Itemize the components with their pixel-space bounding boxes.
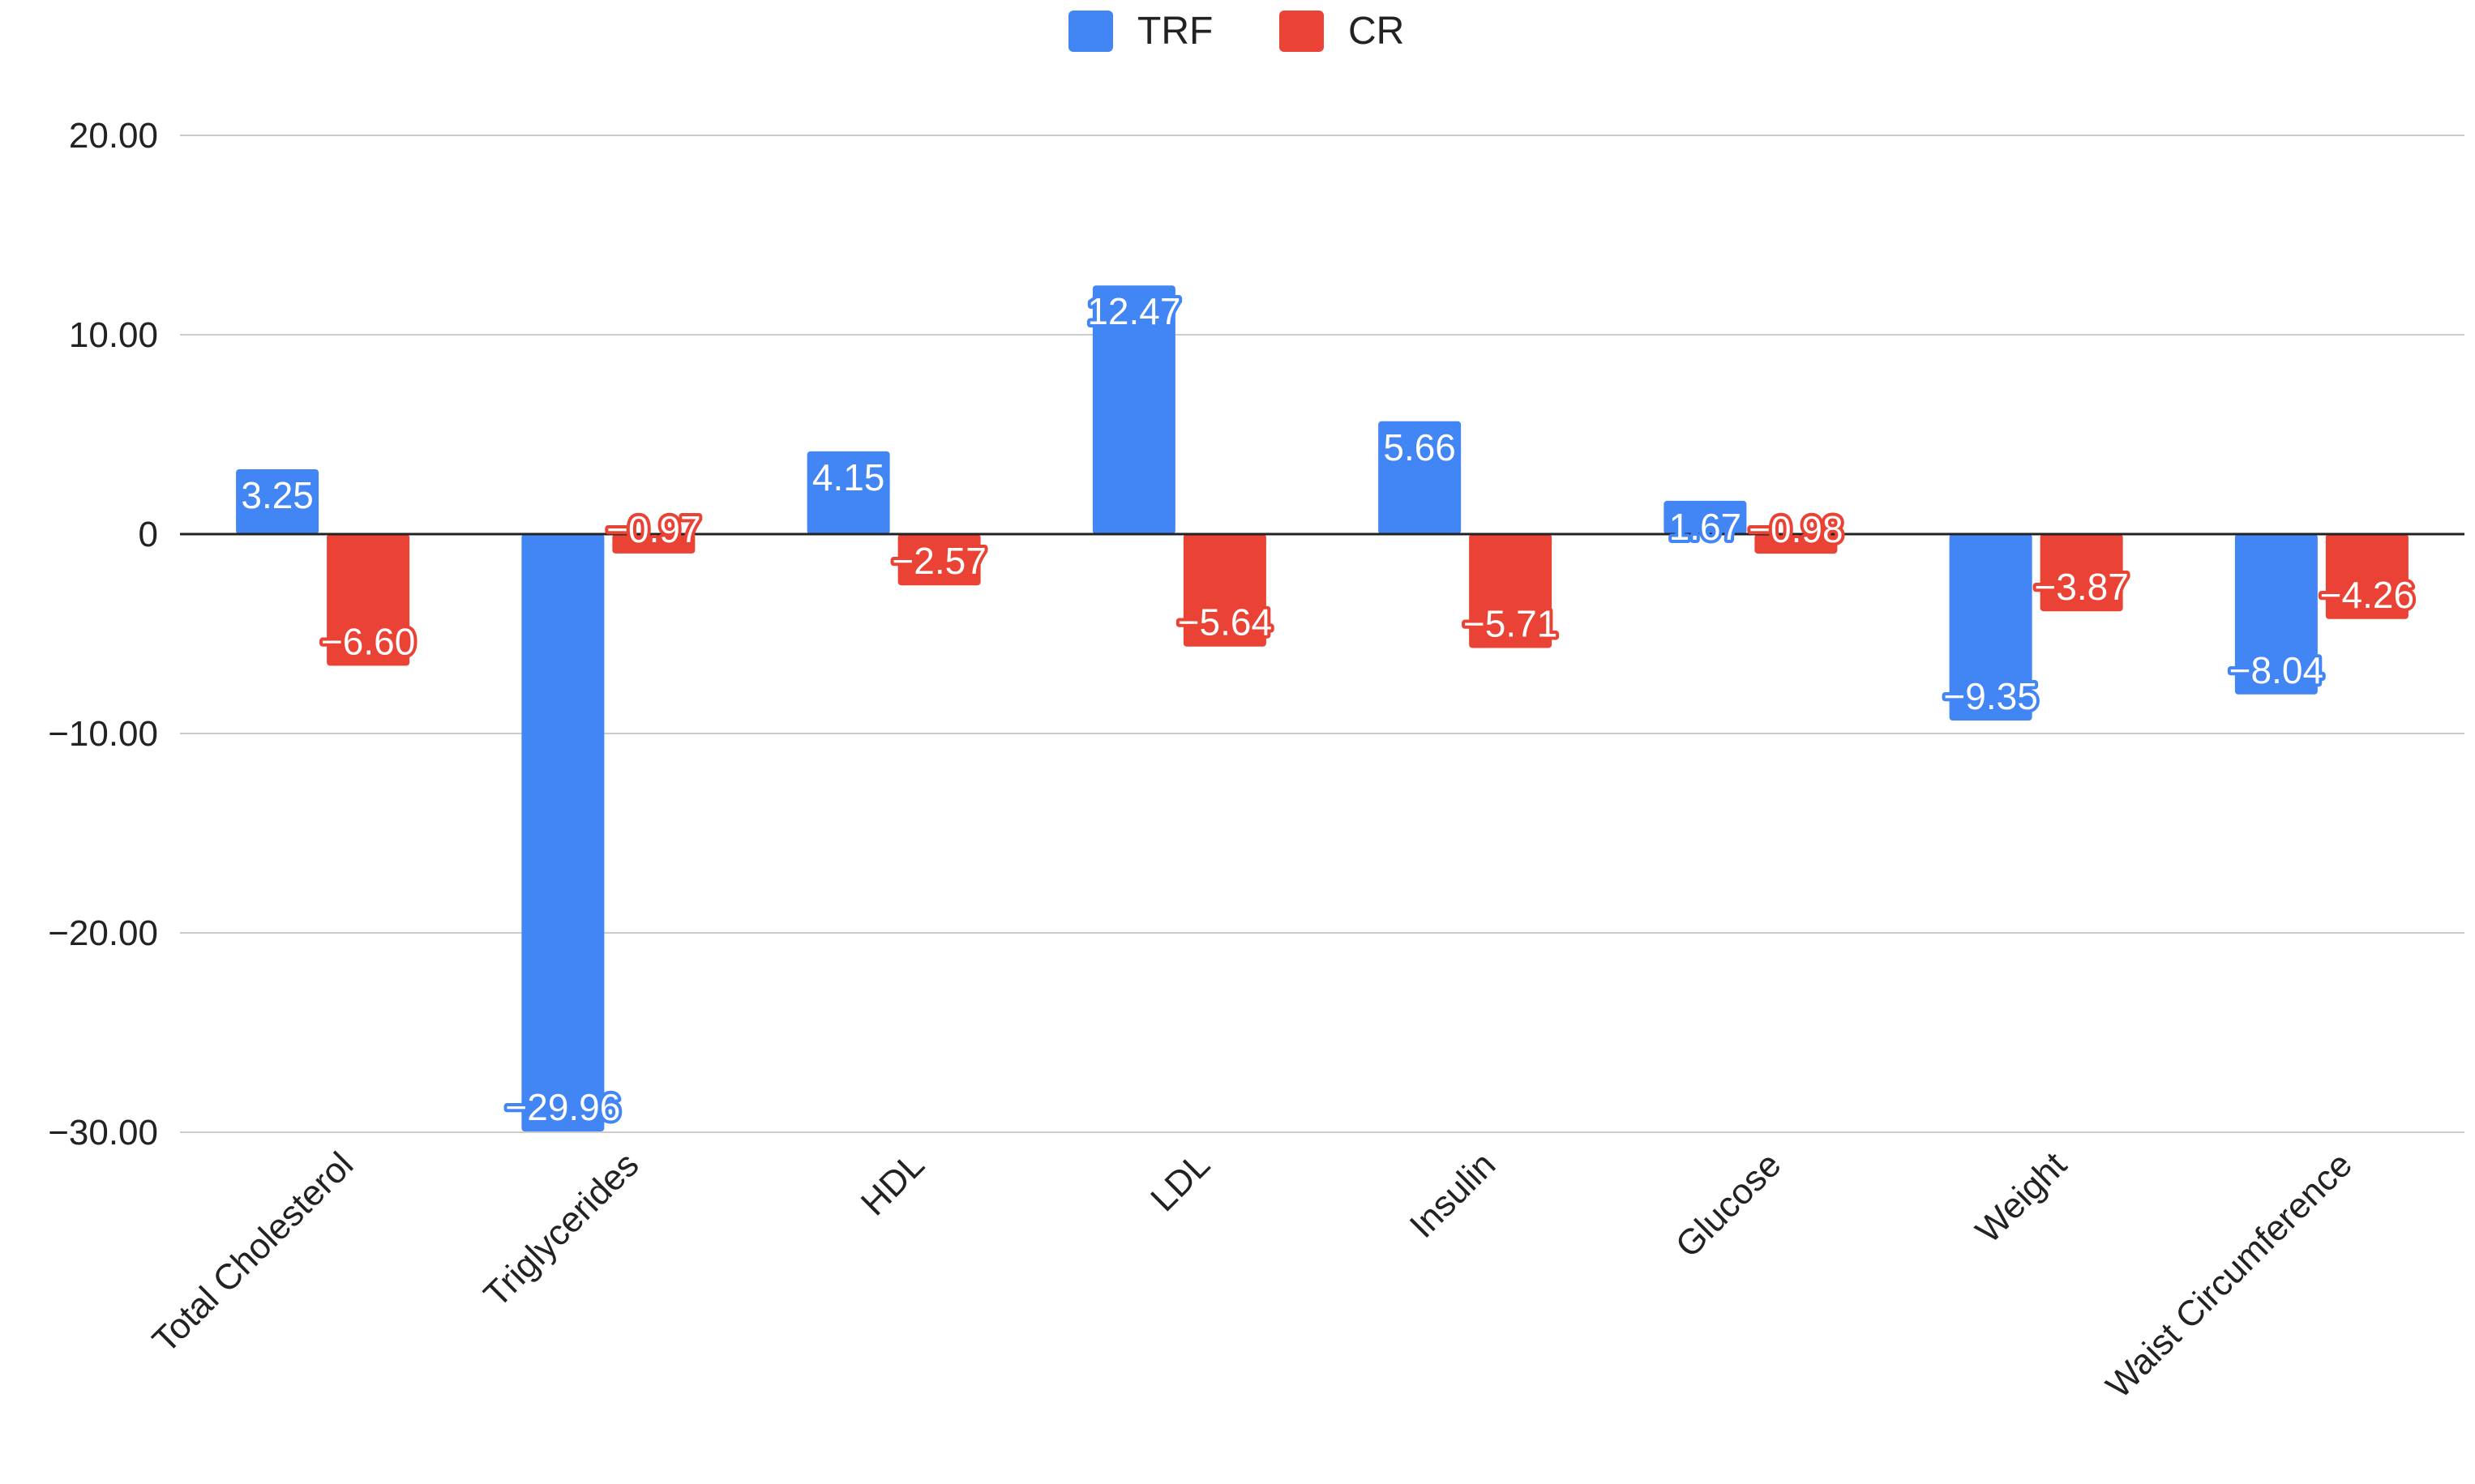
data-label-trf: 3.25 xyxy=(241,474,314,516)
x-tick-label: Waist Circumference xyxy=(2099,1144,2360,1405)
legend-label-cr: CR xyxy=(1348,10,1404,53)
data-label-cr: −3.87 xyxy=(2034,566,2128,608)
data-label-cr: −2.57 xyxy=(892,540,986,582)
data-label-trf: −29.96 xyxy=(505,1086,620,1128)
data-label-cr: −5.71 xyxy=(1463,602,1557,644)
legend-swatch-trf xyxy=(1068,11,1113,52)
data-label-cr: −5.64 xyxy=(1178,601,1272,644)
x-tick-label: HDL xyxy=(854,1144,932,1223)
legend-label-trf: TRF xyxy=(1137,10,1213,53)
x-tick-label: Total Cholesterol xyxy=(145,1144,361,1360)
y-tick-label: 20.00 xyxy=(69,116,158,156)
x-tick-label: LDL xyxy=(1143,1144,1218,1219)
bar-cr-ldl xyxy=(1183,534,1266,647)
y-tick-label: 0 xyxy=(139,515,158,554)
x-tick-label: Glucose xyxy=(1668,1144,1789,1265)
data-label-trf: 1.67 xyxy=(1669,506,1742,548)
bar-trf-weight xyxy=(1949,534,2032,721)
y-tick-label: −20.00 xyxy=(48,913,158,953)
data-label-trf: 12.47 xyxy=(1087,290,1180,332)
data-label-cr: −6.60 xyxy=(321,620,415,662)
bar-trf-total-cholesterol xyxy=(236,469,319,534)
data-label-cr: −0.97 xyxy=(606,508,700,550)
data-labels: 3.25 −6.60 −29.96 −0.97 4.15−2.57 12.47 −5.64 5… xyxy=(238,287,2417,1131)
bar-trf-hdl xyxy=(807,451,890,534)
data-label-trf: −8.04 xyxy=(2229,649,2323,691)
bars xyxy=(236,285,2409,1132)
bar-trf-glucose xyxy=(1664,500,1747,534)
data-label-trf: −9.35 xyxy=(1943,675,2037,717)
data-label-cr: −4.26 xyxy=(2320,574,2414,616)
bar-trf-waist-circumference xyxy=(2234,534,2318,695)
bar-trf-ldl xyxy=(1092,285,1175,534)
y-tick-label: 10.00 xyxy=(69,315,158,355)
bar-trf-insulin xyxy=(1378,421,1462,534)
x-axis: Total Cholesterol Triglycerides HDL LDL Insu… xyxy=(145,1144,2360,1405)
bar-cr-hdl xyxy=(897,534,981,586)
bar-cr-weight xyxy=(2040,534,2123,612)
x-tick-label: Triglycerides xyxy=(477,1144,647,1315)
y-tick-label: −30.00 xyxy=(48,1113,158,1153)
data-label-trf: 4.15 xyxy=(812,456,885,498)
bar-cr-waist-circumference xyxy=(2325,534,2409,619)
bar-cr-insulin xyxy=(1469,534,1552,648)
y-axis: 20.00 10.00 0 −10.00 −20.00 −30.00 xyxy=(48,116,158,1153)
data-label-trf: 5.66 xyxy=(1383,426,1456,468)
bar-trf-triglycerides xyxy=(521,534,605,1132)
data-label-cr: −0.98 xyxy=(1749,508,1843,550)
legend: TRF CR xyxy=(1068,10,1404,53)
legend-swatch-cr xyxy=(1279,11,1324,52)
bar-cr-triglycerides xyxy=(612,534,696,554)
y-tick-label: −10.00 xyxy=(48,714,158,754)
bar-cr-glucose xyxy=(1754,534,1838,554)
x-tick-label: Insulin xyxy=(1402,1144,1504,1246)
x-tick-label: Weight xyxy=(1968,1144,2075,1251)
bar-cr-total-cholesterol xyxy=(327,534,410,666)
